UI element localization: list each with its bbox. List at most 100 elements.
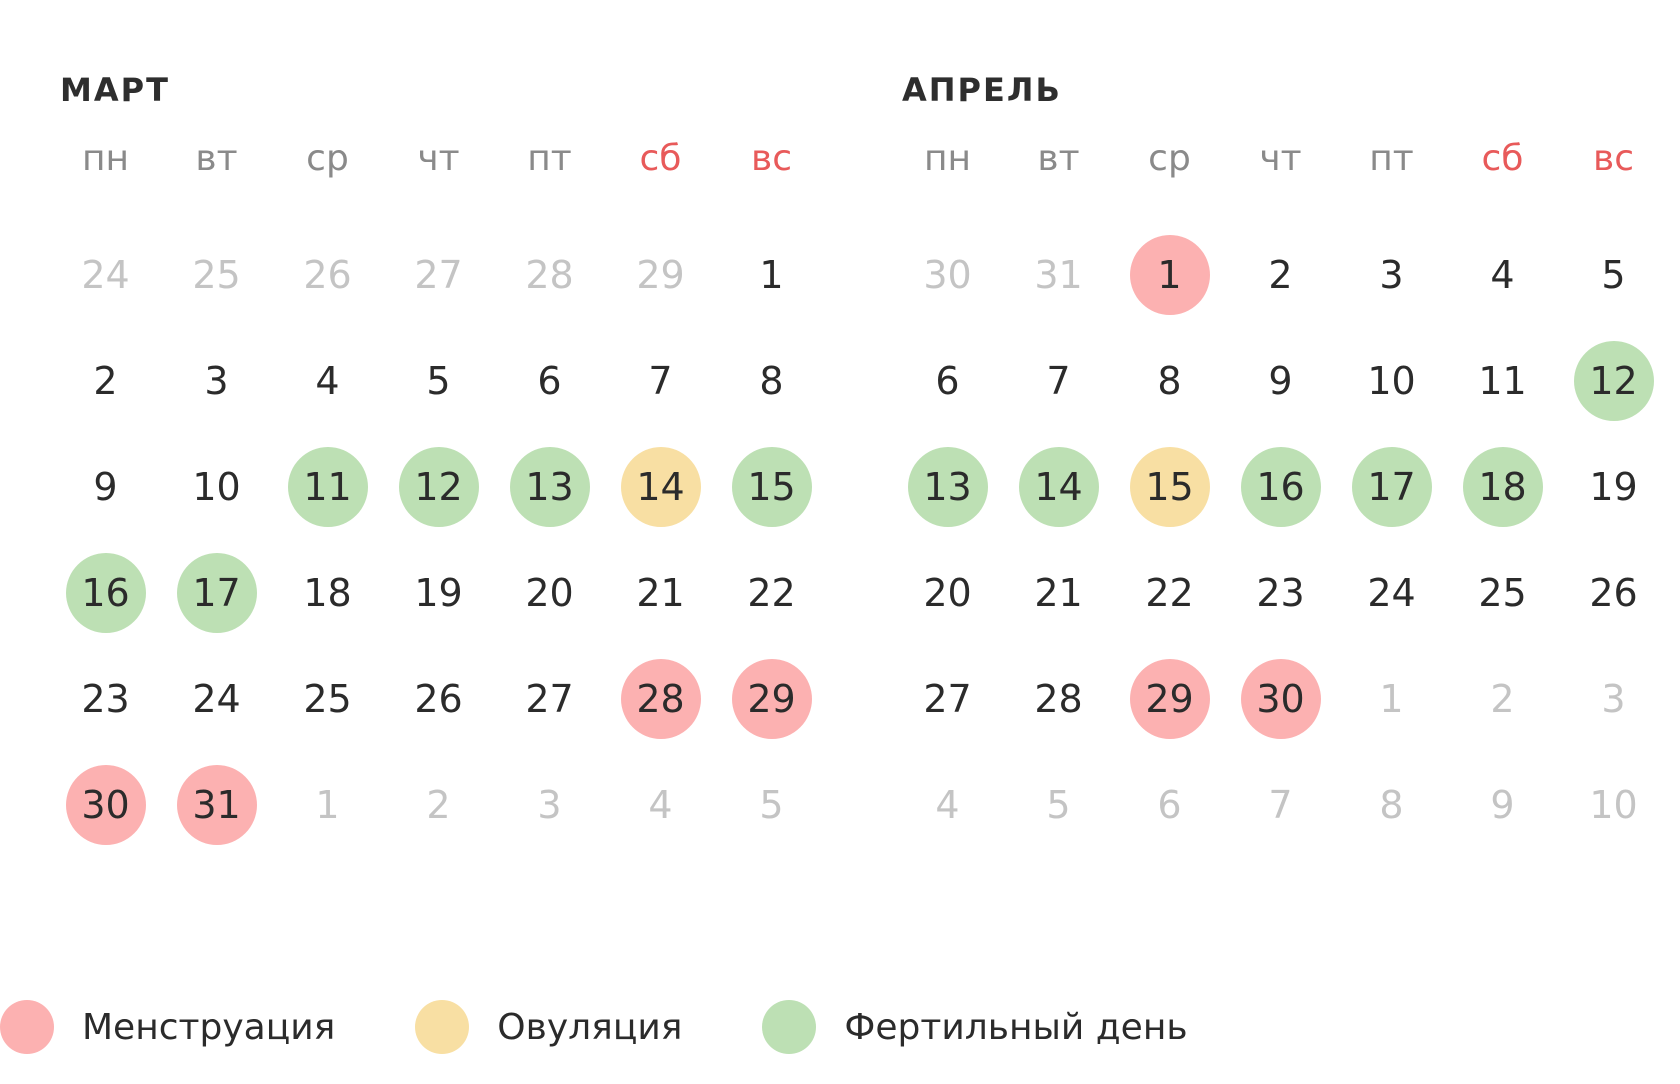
day-cell[interactable]: 5 — [1558, 222, 1669, 328]
day-cell[interactable]: 5 — [383, 328, 494, 434]
day-cell[interactable]: 30 — [1225, 646, 1336, 752]
day-cell[interactable]: 29 — [716, 646, 827, 752]
day-cell[interactable]: 8 — [1336, 752, 1447, 858]
day-cell[interactable]: 8 — [716, 328, 827, 434]
day-cell[interactable]: 7 — [1225, 752, 1336, 858]
legend-label-fertile: Фертильный день — [844, 1006, 1188, 1048]
day-cell[interactable]: 1 — [1336, 646, 1447, 752]
day-muted: 8 — [1379, 783, 1404, 827]
day-cell[interactable]: 3 — [1558, 646, 1669, 752]
day-cell[interactable]: 3 — [161, 328, 272, 434]
day-number: 9 — [93, 465, 118, 509]
day-cell[interactable]: 16 — [50, 540, 161, 646]
day-cell[interactable]: 13 — [892, 434, 1003, 540]
day-cell[interactable]: 9 — [50, 434, 161, 540]
day-number: 4 — [315, 359, 340, 403]
day-cell[interactable]: 10 — [1336, 328, 1447, 434]
day-cell[interactable]: 2 — [383, 752, 494, 858]
day-cell[interactable]: 5 — [1003, 752, 1114, 858]
day-number: 5 — [426, 359, 451, 403]
day-cell[interactable]: 26 — [1558, 540, 1669, 646]
day-cell[interactable]: 8 — [1114, 328, 1225, 434]
day-number: 20 — [923, 571, 972, 615]
day-number: 19 — [414, 571, 463, 615]
day-cell[interactable]: 18 — [1447, 434, 1558, 540]
day-cell[interactable]: 31 — [1003, 222, 1114, 328]
day-cell[interactable]: 1 — [716, 222, 827, 328]
day-fertile: 17 — [176, 553, 257, 633]
day-number: 25 — [1478, 571, 1527, 615]
day-cell[interactable]: 20 — [494, 540, 605, 646]
day-cell[interactable]: 20 — [892, 540, 1003, 646]
day-cell[interactable]: 10 — [161, 434, 272, 540]
day-cell[interactable]: 17 — [161, 540, 272, 646]
day-cell[interactable]: 28 — [605, 646, 716, 752]
day-cell[interactable]: 25 — [1447, 540, 1558, 646]
day-cell[interactable]: 6 — [1114, 752, 1225, 858]
weekday-label: ср — [306, 138, 349, 179]
day-cell[interactable]: 30 — [50, 752, 161, 858]
day-number: 28 — [1034, 677, 1083, 721]
day-cell[interactable]: 27 — [383, 222, 494, 328]
day-cell[interactable]: 28 — [494, 222, 605, 328]
day-cell[interactable]: 4 — [605, 752, 716, 858]
day-cell[interactable]: 14 — [605, 434, 716, 540]
day-cell[interactable]: 9 — [1225, 328, 1336, 434]
day-cell[interactable]: 11 — [272, 434, 383, 540]
day-cell[interactable]: 19 — [383, 540, 494, 646]
day-cell[interactable]: 22 — [716, 540, 827, 646]
day-cell[interactable]: 2 — [50, 328, 161, 434]
day-fertile: 12 — [398, 447, 479, 527]
day-cell[interactable]: 31 — [161, 752, 272, 858]
day-cell[interactable]: 18 — [272, 540, 383, 646]
day-cell[interactable]: 13 — [494, 434, 605, 540]
day-cell[interactable]: 1 — [272, 752, 383, 858]
day-cell[interactable]: 12 — [1558, 328, 1669, 434]
day-cell[interactable]: 26 — [383, 646, 494, 752]
day-cell[interactable]: 21 — [605, 540, 716, 646]
day-cell[interactable]: 24 — [161, 646, 272, 752]
day-cell[interactable]: 11 — [1447, 328, 1558, 434]
day-cell[interactable]: 27 — [892, 646, 1003, 752]
day-cell[interactable]: 16 — [1225, 434, 1336, 540]
day-cell[interactable]: 19 — [1558, 434, 1669, 540]
day-cell[interactable]: 23 — [1225, 540, 1336, 646]
day-cell[interactable]: 25 — [161, 222, 272, 328]
day-cell[interactable]: 3 — [494, 752, 605, 858]
day-cell[interactable]: 30 — [892, 222, 1003, 328]
day-muted: 2 — [1490, 677, 1515, 721]
day-menstruation: 29 — [1129, 659, 1210, 739]
day-cell[interactable]: 6 — [494, 328, 605, 434]
day-cell[interactable]: 4 — [272, 328, 383, 434]
day-cell[interactable]: 22 — [1114, 540, 1225, 646]
day-cell[interactable]: 26 — [272, 222, 383, 328]
day-cell[interactable]: 29 — [605, 222, 716, 328]
day-fertile: 13 — [509, 447, 590, 527]
day-cell[interactable]: 7 — [1003, 328, 1114, 434]
legend-item-menstruation: Менструация — [0, 1000, 335, 1054]
day-cell[interactable]: 15 — [1114, 434, 1225, 540]
day-cell[interactable]: 4 — [1447, 222, 1558, 328]
day-cell[interactable]: 27 — [494, 646, 605, 752]
day-cell[interactable]: 9 — [1447, 752, 1558, 858]
day-cell[interactable]: 29 — [1114, 646, 1225, 752]
day-cell[interactable]: 3 — [1336, 222, 1447, 328]
day-cell[interactable]: 5 — [716, 752, 827, 858]
day-cell[interactable]: 21 — [1003, 540, 1114, 646]
day-cell[interactable]: 28 — [1003, 646, 1114, 752]
day-cell[interactable]: 2 — [1225, 222, 1336, 328]
day-cell[interactable]: 2 — [1447, 646, 1558, 752]
day-cell[interactable]: 24 — [50, 222, 161, 328]
day-cell[interactable]: 23 — [50, 646, 161, 752]
day-cell[interactable]: 6 — [892, 328, 1003, 434]
day-cell[interactable]: 4 — [892, 752, 1003, 858]
day-cell[interactable]: 10 — [1558, 752, 1669, 858]
day-cell[interactable]: 12 — [383, 434, 494, 540]
day-cell[interactable]: 24 — [1336, 540, 1447, 646]
day-cell[interactable]: 15 — [716, 434, 827, 540]
day-cell[interactable]: 17 — [1336, 434, 1447, 540]
day-cell[interactable]: 1 — [1114, 222, 1225, 328]
day-cell[interactable]: 14 — [1003, 434, 1114, 540]
day-cell[interactable]: 7 — [605, 328, 716, 434]
day-cell[interactable]: 25 — [272, 646, 383, 752]
